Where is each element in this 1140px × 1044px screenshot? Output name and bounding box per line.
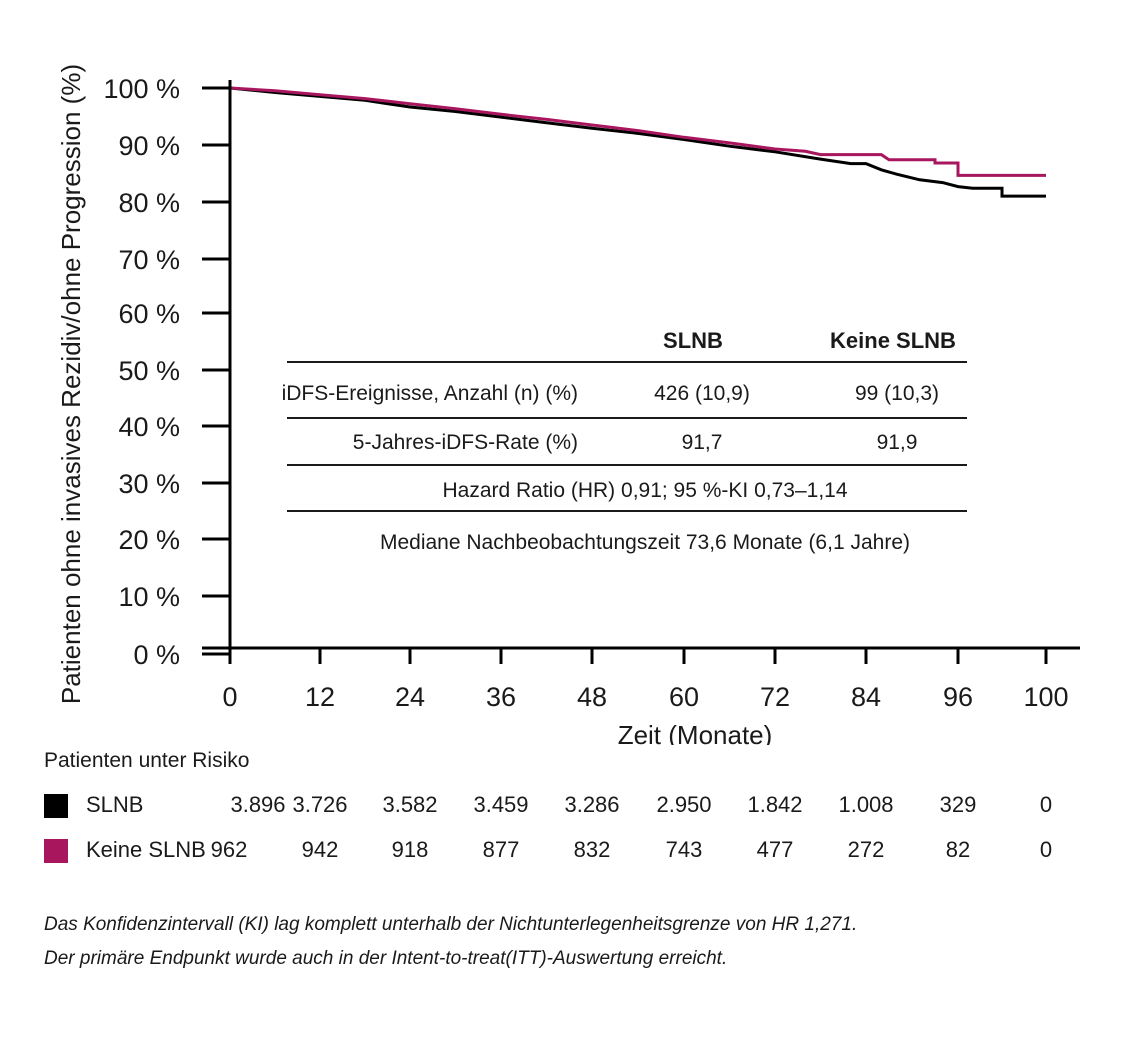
y-tick-label: 90 % (118, 131, 180, 161)
x-tick-label: 36 (486, 682, 516, 712)
footnote-line: Das Konfidenzintervall (KI) lag komplett… (44, 914, 858, 935)
y-tick-label: 20 % (118, 525, 180, 555)
risk-table: Patienten unter Risiko SLNB 3.896 3.726 3.… (44, 745, 1104, 875)
legend-swatch-slnb (44, 794, 68, 818)
y-axis-label: Patienten ohne invasives Rezidiv/ohne Pr… (56, 64, 86, 704)
x-tick-label: 12 (305, 682, 335, 712)
hazard-ratio-text: Hazard Ratio (HR) 0,91; 95 %-KI 0,73–1,1… (442, 479, 847, 502)
risk-cell: 329 (939, 792, 977, 817)
risk-cell: 0 (1039, 792, 1053, 817)
risk-cell: 1.008 (838, 792, 894, 817)
footnote: Das Konfidenzintervall (KI) lag komplett… (44, 908, 857, 976)
stats-cell: 426 (10,9) (654, 382, 750, 405)
x-tick-label: 84 (851, 682, 881, 712)
y-tick-label: 70 % (118, 245, 180, 275)
x-axis-ticks: 0 12 24 36 48 60 72 84 96 100 (222, 648, 1069, 712)
risk-cell: 3.896 (230, 792, 286, 817)
y-tick-label: 0 % (133, 640, 180, 670)
y-tick-label: 50 % (118, 356, 180, 386)
risk-cell: 0 (1039, 837, 1053, 862)
risk-cell: 832 (573, 837, 611, 862)
risk-cell: 942 (301, 837, 339, 862)
risk-cell: 3.726 (292, 792, 348, 817)
y-tick-label: 10 % (118, 582, 180, 612)
legend-swatch-keine (44, 839, 68, 863)
risk-cell: 3.582 (382, 792, 438, 817)
risk-cell: 2.950 (656, 792, 712, 817)
y-tick-label: 80 % (118, 188, 180, 218)
survival-curves (229, 86, 1046, 198)
km-chart: 0 % 10 % 20 % 30 % 40 % 50 % 60 % 70 % 80 % 90 % 1… (56, 64, 1080, 745)
y-tick-label: 60 % (118, 299, 180, 329)
stats-cell: 99 (10,3) (855, 382, 939, 405)
y-tick-label: 30 % (118, 469, 180, 499)
stats-col-header-slnb: SLNB (663, 328, 723, 353)
stats-cell: 91,9 (877, 431, 918, 454)
risk-cell: 3.459 (473, 792, 529, 817)
series-line-keine-slnb (229, 86, 1046, 177)
y-axis-ticks: 0 % 10 % 20 % 30 % 40 % 50 % 60 % 70 % 80 % 90 % 1… (103, 74, 230, 670)
stats-table: SLNB Keine SLNB iDFS-Ereignisse, Anzahl … (282, 328, 967, 554)
x-tick-label: 72 (760, 682, 790, 712)
x-axis-label: Zeit (Monate) (618, 720, 773, 745)
risk-row-slnb: SLNB 3.896 3.726 3.582 3.459 3.286 2.950 1.842… (44, 792, 1104, 822)
risk-cell: 272 (847, 837, 885, 862)
risk-row-keine: Keine SLNB 962 942 918 877 832 743 477 272 82 0 (44, 837, 1104, 867)
y-tick-label: 40 % (118, 412, 180, 442)
risk-cell: 1.842 (747, 792, 803, 817)
risk-cell: 962 (210, 837, 248, 862)
risk-table-title: Patienten unter Risiko (44, 749, 250, 772)
risk-cell: 743 (665, 837, 703, 862)
stats-col-header-keine: Keine SLNB (830, 328, 956, 353)
risk-cell: 877 (482, 837, 520, 862)
risk-row-name: SLNB (86, 792, 144, 817)
stats-cell: 91,7 (682, 431, 723, 454)
risk-cell: 82 (945, 837, 971, 862)
stats-row-label: iDFS-Ereignisse, Anzahl (n) (%) (282, 382, 578, 405)
risk-cell: 918 (391, 837, 429, 862)
x-tick-label: 0 (222, 682, 237, 712)
x-tick-label: 100 (1023, 682, 1068, 712)
followup-text: Mediane Nachbeobachtungszeit 73,6 Monate… (380, 531, 910, 554)
series-line-slnb (229, 86, 1046, 198)
x-tick-label: 60 (669, 682, 699, 712)
risk-row-name: Keine SLNB (86, 837, 206, 862)
x-tick-label: 24 (395, 682, 425, 712)
x-tick-label: 96 (943, 682, 973, 712)
x-tick-label: 48 (577, 682, 607, 712)
risk-cell: 3.286 (564, 792, 620, 817)
stats-row-label: 5-Jahres-iDFS-Rate (%) (353, 431, 578, 454)
y-tick-label: 100 % (103, 74, 180, 104)
footnote-line: Der primäre Endpunkt wurde auch in der I… (44, 948, 728, 969)
risk-cell: 477 (756, 837, 794, 862)
